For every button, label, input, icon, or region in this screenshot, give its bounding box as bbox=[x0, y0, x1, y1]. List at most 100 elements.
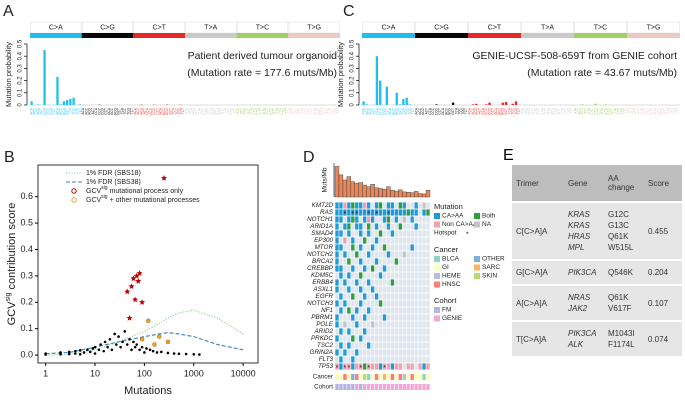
cell bbox=[418, 265, 422, 272]
cell bbox=[390, 328, 395, 335]
score-cell: 0.107 bbox=[644, 285, 682, 322]
cell bbox=[378, 237, 383, 244]
band bbox=[30, 33, 82, 38]
annotation-cell bbox=[394, 374, 399, 380]
cell bbox=[382, 356, 387, 363]
bar bbox=[338, 174, 344, 198]
plot-frame bbox=[37, 164, 259, 364]
cell bbox=[394, 356, 399, 363]
cell bbox=[335, 244, 339, 251]
bar bbox=[385, 86, 389, 105]
cell bbox=[363, 314, 367, 321]
annotation-cell bbox=[363, 384, 367, 390]
bar bbox=[398, 104, 402, 105]
cell bbox=[378, 230, 383, 237]
cell bbox=[366, 279, 371, 286]
cell bbox=[378, 307, 383, 314]
cell bbox=[394, 307, 399, 314]
context-label: ATC bbox=[524, 107, 528, 114]
cell bbox=[402, 328, 406, 335]
context-label: ACC bbox=[33, 107, 37, 114]
cell bbox=[382, 272, 387, 279]
cell bbox=[402, 293, 406, 300]
cell bbox=[422, 272, 426, 279]
context-label: ACA bbox=[362, 107, 366, 114]
cell bbox=[422, 363, 426, 370]
cell bbox=[418, 258, 422, 265]
point bbox=[166, 351, 170, 355]
annotation: GENIE-UCSF-508-659T from GENIE cohort bbox=[472, 50, 677, 62]
legend-swatch bbox=[434, 256, 440, 262]
cell bbox=[343, 293, 347, 300]
band bbox=[133, 33, 185, 38]
cell bbox=[343, 223, 347, 230]
cell bbox=[426, 328, 430, 335]
bar bbox=[413, 191, 419, 198]
context-label: GTA bbox=[653, 107, 657, 114]
context-label: TCA bbox=[507, 107, 511, 114]
point bbox=[130, 275, 137, 282]
bar bbox=[405, 97, 408, 105]
context-label: CTT bbox=[259, 108, 263, 114]
cell bbox=[414, 237, 418, 244]
point bbox=[113, 332, 116, 336]
cell bbox=[422, 356, 426, 363]
context-label: ACG bbox=[421, 107, 425, 114]
cell bbox=[339, 223, 343, 230]
cell bbox=[335, 356, 339, 363]
cell bbox=[370, 286, 375, 293]
cell bbox=[422, 244, 426, 251]
context-label: ATT bbox=[530, 108, 534, 114]
cell bbox=[414, 286, 418, 293]
cell bbox=[422, 335, 426, 342]
cell bbox=[398, 230, 402, 237]
band bbox=[468, 33, 521, 38]
legend-swatch bbox=[434, 213, 440, 219]
bar bbox=[378, 188, 383, 198]
cell bbox=[422, 314, 426, 321]
cell bbox=[370, 223, 375, 230]
y-tick-label: 0.2 bbox=[350, 76, 356, 85]
cell bbox=[382, 265, 387, 272]
annotation-cell bbox=[347, 374, 351, 380]
context-label: CCA bbox=[146, 107, 150, 115]
cell bbox=[374, 223, 379, 230]
context-label: CCG bbox=[101, 107, 105, 115]
bar bbox=[390, 189, 395, 198]
cell bbox=[394, 363, 399, 370]
annotation: (Mutation rate = 177.6 muts/Mb) bbox=[187, 67, 337, 79]
cell bbox=[370, 209, 375, 216]
point bbox=[67, 352, 71, 356]
cell bbox=[339, 230, 343, 237]
cell bbox=[351, 321, 355, 328]
bar bbox=[421, 193, 427, 198]
table-body: C[C>A]A KRAS KRAS HRAS MPL G12C G13C Q61K W515L 0… bbox=[512, 202, 682, 358]
point bbox=[143, 351, 146, 354]
cell bbox=[363, 300, 367, 307]
panel-label: C bbox=[343, 3, 355, 20]
cell bbox=[418, 335, 422, 342]
cell bbox=[347, 342, 351, 349]
cell bbox=[355, 356, 359, 363]
cell bbox=[339, 293, 343, 300]
point bbox=[145, 347, 148, 350]
cell bbox=[343, 363, 347, 370]
cell bbox=[422, 321, 426, 328]
cell bbox=[398, 314, 402, 321]
cell bbox=[339, 251, 343, 258]
context-label: TCA bbox=[120, 107, 124, 114]
legend-label: Hotspot bbox=[434, 230, 457, 237]
cell bbox=[366, 202, 371, 209]
cell bbox=[351, 265, 355, 272]
cell bbox=[374, 209, 379, 216]
cell bbox=[359, 314, 363, 321]
cell bbox=[374, 335, 379, 342]
bar bbox=[56, 76, 59, 105]
context-label: TTC bbox=[670, 107, 674, 114]
context-label: TTT bbox=[233, 108, 237, 114]
cell bbox=[382, 258, 387, 265]
legend-label-part: mutational process only bbox=[110, 188, 184, 195]
table-row: A[C>A]A NRAS JAK2 Q61K V617F 0.107 bbox=[512, 285, 682, 322]
context-label: ATC bbox=[239, 107, 243, 114]
cell bbox=[406, 342, 410, 349]
